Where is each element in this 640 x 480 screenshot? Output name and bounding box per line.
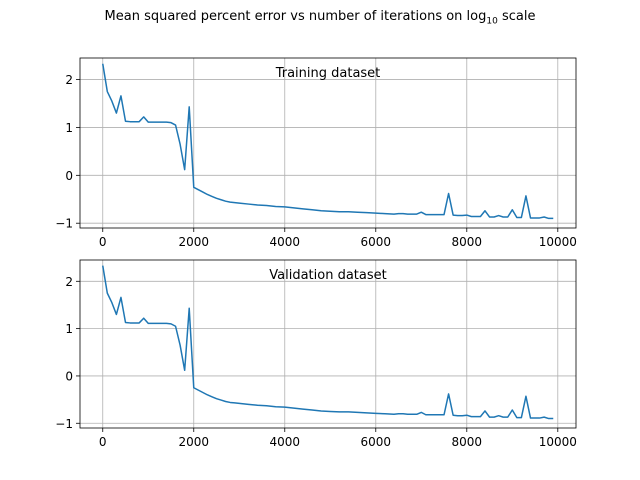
training-series-line bbox=[102, 63, 554, 220]
validation-axes-frame bbox=[79, 259, 577, 429]
figure-title-text: Mean squared percent error vs number of … bbox=[104, 9, 487, 24]
training-y-tick-label: 2 bbox=[65, 73, 73, 87]
figure-title-suffix: scale bbox=[497, 9, 536, 24]
validation-y-tick-label: −1 bbox=[55, 417, 73, 431]
validation-subplot: 0 2000 4000 6000 8000 10000 −1 0 1 2 Validation da… bbox=[55, 259, 577, 449]
training-y-tick-label: −1 bbox=[55, 217, 73, 231]
validation-x-tick-label: 4000 bbox=[269, 435, 300, 449]
figure-title-subscript: 10 bbox=[486, 16, 498, 27]
training-x-tick-label: 4000 bbox=[269, 235, 300, 249]
validation-x-tick-label: 6000 bbox=[361, 435, 392, 449]
training-y-tick-label: 1 bbox=[65, 121, 73, 135]
training-y-tick-label: 0 bbox=[65, 169, 73, 183]
training-x-tick-label: 0 bbox=[99, 235, 107, 249]
training-axes-frame bbox=[79, 57, 577, 229]
training-subplot: 0 2000 4000 6000 8000 10000 −1 0 1 2 Training data… bbox=[55, 57, 577, 249]
validation-series-line bbox=[102, 265, 554, 420]
validation-subplot-title: Validation dataset bbox=[269, 268, 386, 283]
training-x-tick-label: 6000 bbox=[361, 235, 392, 249]
validation-x-tick-label: 8000 bbox=[452, 435, 483, 449]
validation-y-tick-label: 0 bbox=[65, 369, 73, 383]
training-subplot-title: Training dataset bbox=[275, 66, 381, 81]
validation-x-tick-label: 0 bbox=[99, 435, 107, 449]
validation-x-tick-label: 10000 bbox=[539, 435, 577, 449]
validation-y-tick-label: 2 bbox=[65, 275, 73, 289]
training-x-tick-label: 2000 bbox=[178, 235, 209, 249]
training-x-tick-label: 10000 bbox=[539, 235, 577, 249]
training-x-tick-label: 8000 bbox=[452, 235, 483, 249]
validation-x-tick-label: 2000 bbox=[178, 435, 209, 449]
figure-title: Mean squared percent error vs number of … bbox=[0, 9, 640, 27]
validation-y-tick-label: 1 bbox=[65, 322, 73, 336]
